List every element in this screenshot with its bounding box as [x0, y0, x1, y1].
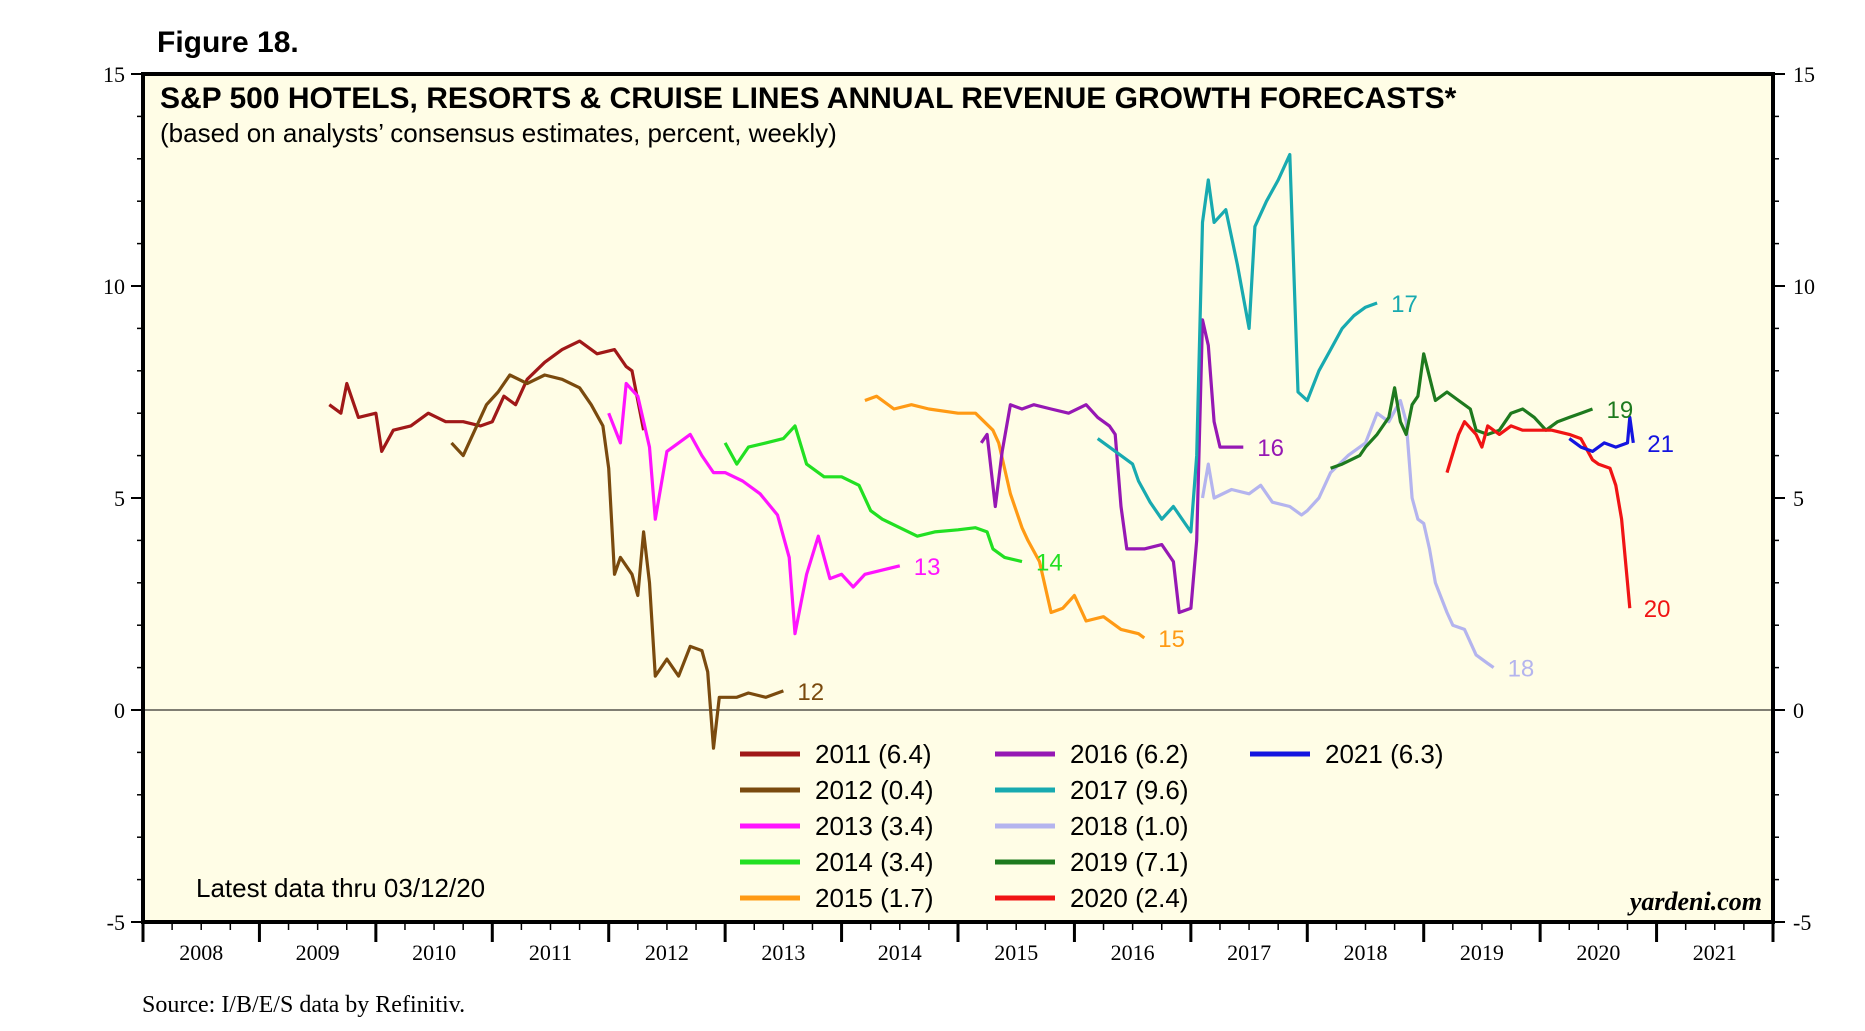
x-tick-label: 2012	[645, 940, 689, 965]
legend-entry: 2013 (3.4)	[815, 811, 934, 841]
series-end-label: 14	[1036, 550, 1063, 577]
legend-entry: 2018 (1.0)	[1070, 811, 1189, 841]
series-end-label: 20	[1644, 596, 1671, 623]
y-tick-label-right: 0	[1793, 698, 1804, 723]
series-end-label: 21	[1647, 431, 1674, 458]
series-line-5	[979, 318, 1244, 615]
series-end-labels: 12 13 14 15 16 17 18 19 20 21	[797, 291, 1674, 706]
y-tick-label-right: -5	[1793, 910, 1811, 935]
y-tick-label-left: 15	[103, 62, 125, 87]
series-line-8	[1330, 352, 1594, 470]
legend-entry: 2019 (7.1)	[1070, 847, 1189, 877]
right-y-axis: -5 0 5 10 15	[1773, 62, 1815, 935]
series-line-7	[1200, 398, 1495, 669]
source-note: Source: I/B/E/S data by Refinitiv.	[142, 992, 465, 1018]
x-tick-label: 2009	[296, 940, 340, 965]
legend-entry: 2015 (1.7)	[815, 883, 934, 913]
x-tick-label: 2015	[994, 940, 1038, 965]
series-line-10	[1568, 415, 1635, 453]
series-end-label: 19	[1607, 397, 1634, 424]
series-layer	[328, 153, 1635, 750]
legend-entry: 2014 (3.4)	[815, 847, 934, 877]
series-end-label: 16	[1257, 435, 1284, 462]
x-tick-label: 2013	[761, 940, 805, 965]
series-line-3	[723, 424, 1023, 564]
series-line-0	[328, 339, 646, 453]
y-tick-label-right: 5	[1793, 486, 1804, 511]
series-end-label: 15	[1158, 626, 1185, 653]
y-tick-label-left: 0	[114, 698, 125, 723]
y-tick-label-left: 5	[114, 486, 125, 511]
x-tick-label: 2019	[1460, 940, 1504, 965]
series-line-4	[864, 394, 1146, 640]
x-tick-label: 2014	[878, 940, 922, 965]
legend-entry: 2020 (2.4)	[1070, 883, 1189, 913]
x-tick-label: 2016	[1111, 940, 1155, 965]
latest-data-note: Latest data thru 03/12/20	[196, 873, 485, 903]
series-end-label: 18	[1508, 656, 1535, 683]
x-tick-label: 2021	[1693, 940, 1737, 965]
series-end-label: 12	[797, 679, 824, 706]
series-line-2	[607, 381, 901, 636]
x-tick-label: 2010	[412, 940, 456, 965]
legend: 2011 (6.4) 2012 (0.4) 2013 (3.4) 2014 (3.4)…	[740, 739, 1444, 913]
chart-title: S&P 500 HOTELS, RESORTS & CRUISE LINES A…	[160, 82, 1457, 115]
legend-entry: 2017 (9.6)	[1070, 775, 1189, 805]
x-tick-label: 2008	[179, 940, 223, 965]
series-end-label: 17	[1391, 291, 1418, 318]
y-tick-label-left: 10	[103, 274, 125, 299]
chart-subtitle: (based on analysts’ consensus estimates,…	[160, 118, 837, 148]
y-tick-label-right: 10	[1793, 274, 1815, 299]
x-tick-label: 2018	[1344, 940, 1388, 965]
legend-entry: 2012 (0.4)	[815, 775, 934, 805]
x-tick-label: 2017	[1227, 940, 1271, 965]
brand-watermark: yardeni.com	[1627, 887, 1762, 916]
x-tick-label: 2011	[529, 940, 572, 965]
series-line-9	[1445, 420, 1632, 609]
series-end-label: 13	[914, 554, 941, 581]
legend-entry: 2016 (6.2)	[1070, 739, 1189, 769]
left-y-axis: -5 0 5 10 15	[103, 62, 143, 935]
y-tick-label-left: -5	[107, 910, 125, 935]
legend-entry: 2021 (6.3)	[1325, 739, 1444, 769]
x-tick-label: 2020	[1576, 940, 1620, 965]
figure-label: Figure 18.	[157, 26, 299, 59]
legend-entry: 2011 (6.4)	[815, 739, 932, 769]
series-line-1	[450, 373, 784, 750]
series-line-6	[1096, 153, 1378, 534]
plot-area	[141, 72, 1775, 924]
y-tick-label-right: 15	[1793, 62, 1815, 87]
x-axis: 2008 2009 2010 2011 2012 2013 2014 2015 2016 2017…	[141, 922, 1775, 965]
